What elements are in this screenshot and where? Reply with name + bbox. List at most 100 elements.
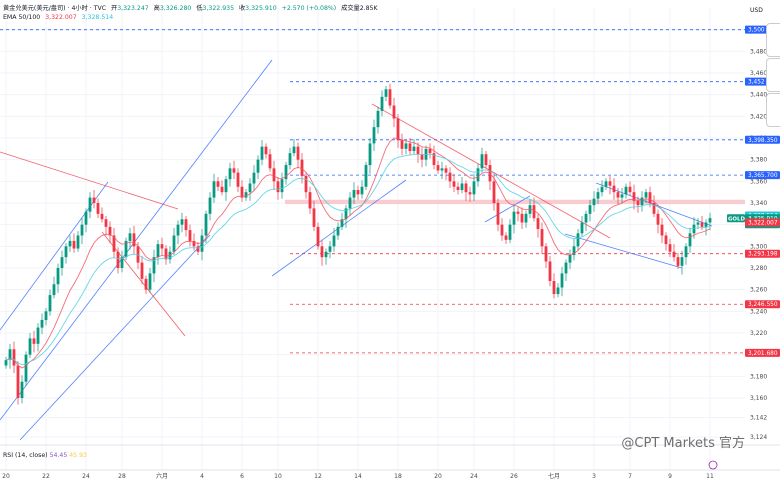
candle-body [560,273,564,288]
candle-body [504,235,508,240]
candle-body [52,284,56,296]
ema100-value: 3,328.514 [81,14,114,21]
candle-body [256,159,260,173]
candle-body [604,181,608,187]
candle-body [468,192,472,195]
candle-body [584,213,588,223]
candle-body [264,146,268,155]
candle-body [284,165,288,180]
side-widget-1[interactable] [766,23,780,57]
candle-body [268,154,272,169]
candle-body [24,354,28,382]
candle-body [236,172,240,187]
candle-body [600,186,604,193]
candle-body [340,219,344,227]
x-tick-label: 20 [434,473,442,480]
symbol-title: 黄金兑美元(美元/盎司) · 4小时 · TVC [3,5,107,12]
candle-body [552,281,556,294]
candle-body [428,148,432,154]
price-label-text: 3,293.198 [748,252,778,258]
x-tick-label: 六月 [156,472,168,480]
candle-body [420,154,424,160]
x-tick-label: 11 [706,473,714,480]
candle-body [556,287,560,294]
candle-body [408,143,412,151]
candle-body [100,213,104,220]
side-widget-2[interactable] [766,58,780,92]
candle-body [68,240,72,247]
candle-body [440,168,444,171]
candle-body [636,200,640,206]
price-label-box [745,300,780,309]
candle-body [300,159,304,176]
x-tick-label: 26 [510,473,518,480]
candle-body [228,168,232,180]
candle-body [568,255,572,263]
candle-body [124,240,128,258]
legend-ema-row: EMA 50/100 3,322.007 3,328.514 [3,14,116,21]
candle-body [432,153,436,166]
candle-body [576,233,580,247]
x-tick-label: 22 [42,473,50,480]
candle-body [404,143,408,149]
x-tick-label: 6 [240,473,244,480]
candle-body [152,257,156,274]
candle-body [144,278,148,290]
candle-body [460,183,464,190]
candle-body [276,181,280,193]
candle-body [8,349,12,361]
watermark: @CPT Markets 官方 [621,436,745,451]
candle-body [496,203,500,225]
candle-body [272,168,276,182]
candle-body [592,198,596,206]
rsi-label: RSI (14, close) [3,452,48,459]
candle-body [376,110,380,128]
candle-body [72,240,76,249]
candle-body [644,192,648,198]
candle-body [84,211,88,225]
candle-body [588,205,592,214]
candle-body [64,246,68,258]
candle-body [44,311,48,320]
candle-body [216,181,220,187]
candle-body [312,208,316,227]
candle-body [612,185,616,193]
side-widget-3[interactable] [766,93,780,127]
alert-icon [708,460,718,470]
candle-body [316,226,320,247]
candle-body [580,222,584,234]
candle-body [400,140,404,149]
candle-body [444,168,448,173]
candle-body [436,165,440,171]
candle-body [32,338,36,344]
trend-line [484,195,531,223]
candle-body [360,186,364,195]
y-tick-label: 3,260 [750,287,767,294]
candle-body [656,213,660,225]
candle-body [700,222,704,227]
candle-body [248,183,252,193]
ema-label: EMA 50/100 [3,14,41,21]
legend-symbol-row: 黄金兑美元(美元/盎司) · 4小时 · TVC 开3,323.247 高3,3… [3,3,381,12]
x-tick-label: 28 [118,473,126,480]
price-label-text: 3,322.007 [748,220,778,226]
candle-body [364,165,368,187]
candle-body [664,235,668,245]
candle-body [324,251,328,258]
candle-body [320,246,324,258]
candle-body [692,224,696,234]
candle-body [212,181,216,198]
candle-body [384,89,388,97]
y-tick-label: 3,240 [750,308,767,315]
y-tick-label: 3,300 [750,243,767,250]
candle-body [220,186,224,193]
y-tick-label: 3,440 [750,92,767,99]
x-tick-label: 4 [200,473,204,480]
candle-body [484,154,488,166]
candle-body [48,295,52,312]
x-tick-label: 14 [354,473,362,480]
candle-body [4,360,8,366]
y-tick-label: 3,380 [750,157,767,164]
